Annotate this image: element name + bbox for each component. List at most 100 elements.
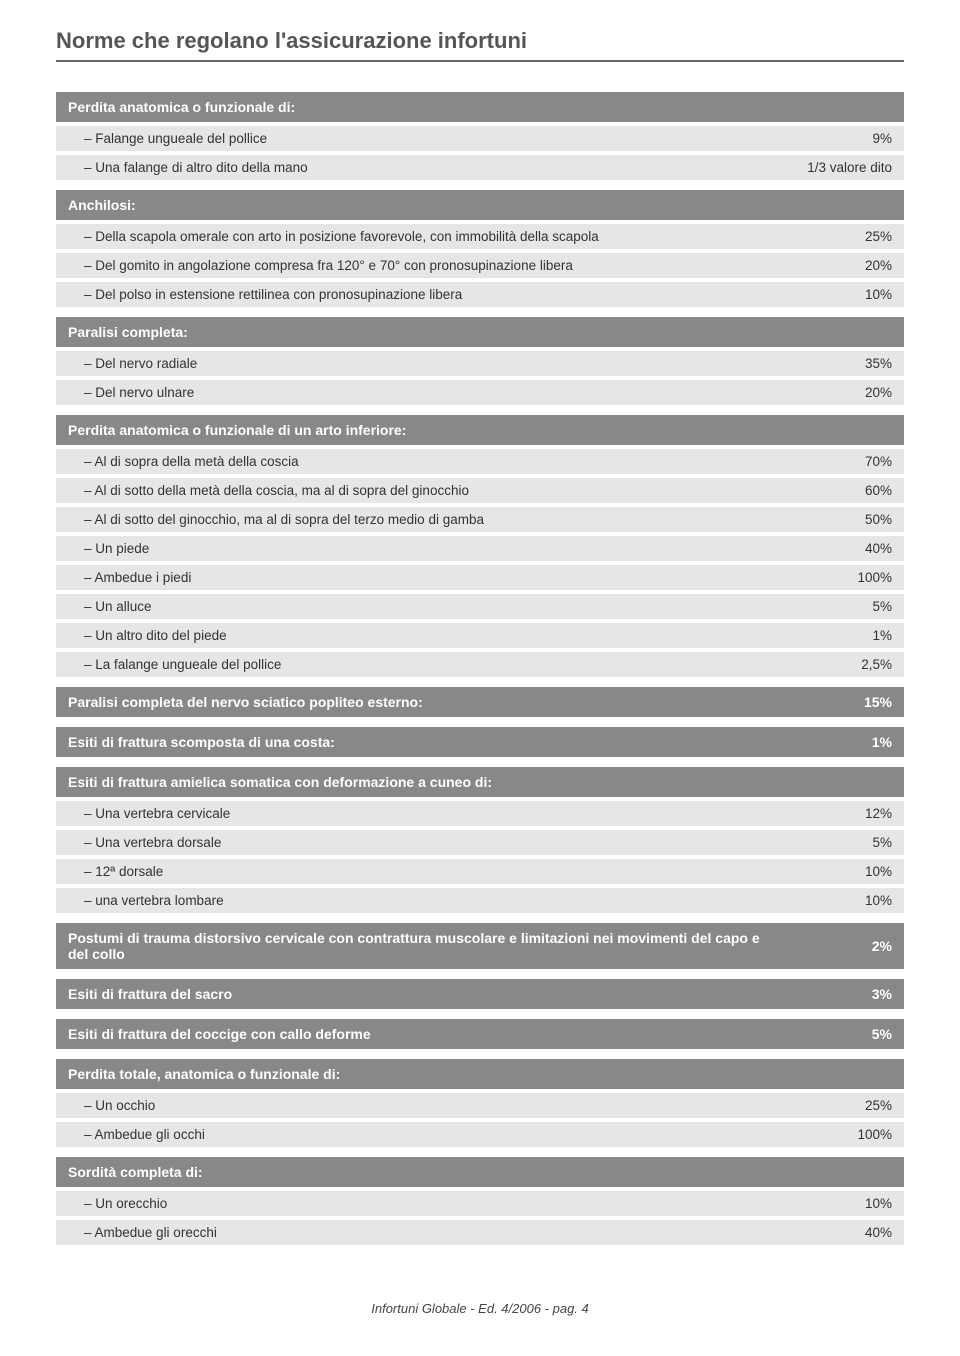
section-header-label: Perdita anatomica o funzionale di: bbox=[56, 92, 794, 122]
row-value: 70% bbox=[794, 449, 904, 474]
row-label: – Al di sopra della metà della coscia bbox=[56, 449, 794, 474]
section-header: Esiti di frattura del sacro3% bbox=[56, 979, 904, 1009]
row-value: 12% bbox=[794, 801, 904, 826]
row-label: – Al di sotto della metà della coscia, m… bbox=[56, 478, 794, 503]
row-value: 20% bbox=[794, 380, 904, 405]
section-header-label: Paralisi completa del nervo sciatico pop… bbox=[56, 687, 794, 717]
section-header-label: Anchilosi: bbox=[56, 190, 794, 220]
section-header: Anchilosi: bbox=[56, 190, 904, 220]
section-header-value bbox=[794, 92, 904, 122]
table-row: – 12ª dorsale10% bbox=[56, 859, 904, 884]
section-header-value: 5% bbox=[794, 1019, 904, 1049]
section-header-value bbox=[794, 317, 904, 347]
page-title: Norme che regolano l'assicurazione infor… bbox=[56, 28, 904, 62]
row-label: – Del gomito in angolazione compresa fra… bbox=[56, 253, 794, 278]
section-header-value: 1% bbox=[794, 727, 904, 757]
section-header-value bbox=[794, 190, 904, 220]
row-label: – Un alluce bbox=[56, 594, 794, 619]
row-label: – Ambedue gli orecchi bbox=[56, 1220, 794, 1245]
section-header-value bbox=[794, 1157, 904, 1187]
table-row: – Ambedue gli occhi100% bbox=[56, 1122, 904, 1147]
section-header-label: Sordità completa di: bbox=[56, 1157, 794, 1187]
table-row: – Un piede40% bbox=[56, 536, 904, 561]
table-row: – Una vertebra cervicale12% bbox=[56, 801, 904, 826]
row-value: 100% bbox=[794, 1122, 904, 1147]
section-header: Esiti di frattura amielica somatica con … bbox=[56, 767, 904, 797]
row-value: 25% bbox=[794, 1093, 904, 1118]
row-value: 1% bbox=[794, 623, 904, 648]
row-label: – Un occhio bbox=[56, 1093, 794, 1118]
row-value: 5% bbox=[794, 594, 904, 619]
section-header: Esiti di frattura del coccige con callo … bbox=[56, 1019, 904, 1049]
row-label: – una vertebra lombare bbox=[56, 888, 794, 913]
row-value: 25% bbox=[794, 224, 904, 249]
section-header-label: Perdita totale, anatomica o funzionale d… bbox=[56, 1059, 794, 1089]
section-header-value bbox=[794, 415, 904, 445]
section-header: Perdita totale, anatomica o funzionale d… bbox=[56, 1059, 904, 1089]
row-label: – Del nervo ulnare bbox=[56, 380, 794, 405]
section-header-value: 2% bbox=[794, 923, 904, 969]
table-row: – La falange ungueale del pollice2,5% bbox=[56, 652, 904, 677]
section-header-label: Esiti di frattura del coccige con callo … bbox=[56, 1019, 794, 1049]
section-header-value: 15% bbox=[794, 687, 904, 717]
section-header-value: 3% bbox=[794, 979, 904, 1009]
row-value: 35% bbox=[794, 351, 904, 376]
row-value: 9% bbox=[794, 126, 904, 151]
row-value: 10% bbox=[794, 888, 904, 913]
insurance-table: Perdita anatomica o funzionale di: – Fala… bbox=[56, 92, 904, 1245]
row-label: – Ambedue gli occhi bbox=[56, 1122, 794, 1147]
row-label: – Della scapola omerale con arto in posi… bbox=[56, 224, 794, 249]
section-header-label: Esiti di frattura scomposta di una costa… bbox=[56, 727, 794, 757]
section-header-value bbox=[794, 767, 904, 797]
section-header-label: Paralisi completa: bbox=[56, 317, 794, 347]
table-row: – Del polso in estensione rettilinea con… bbox=[56, 282, 904, 307]
row-label: – Un orecchio bbox=[56, 1191, 794, 1216]
row-label: – Una vertebra dorsale bbox=[56, 830, 794, 855]
table-row: – Al di sopra della metà della coscia70% bbox=[56, 449, 904, 474]
page-footer: Infortuni Globale - Ed. 4/2006 - pag. 4 bbox=[56, 1301, 904, 1316]
row-value: 10% bbox=[794, 1191, 904, 1216]
row-label: – Del nervo radiale bbox=[56, 351, 794, 376]
row-value: 60% bbox=[794, 478, 904, 503]
section-header: Esiti di frattura scomposta di una costa… bbox=[56, 727, 904, 757]
table-row: – Del nervo radiale35% bbox=[56, 351, 904, 376]
table-row: – Un altro dito del piede1% bbox=[56, 623, 904, 648]
row-label: – 12ª dorsale bbox=[56, 859, 794, 884]
row-value: 5% bbox=[794, 830, 904, 855]
row-value: 50% bbox=[794, 507, 904, 532]
section-header: Sordità completa di: bbox=[56, 1157, 904, 1187]
row-label: – Un altro dito del piede bbox=[56, 623, 794, 648]
row-value: 40% bbox=[794, 1220, 904, 1245]
section-header-label: Esiti di frattura amielica somatica con … bbox=[56, 767, 794, 797]
row-label: – Una vertebra cervicale bbox=[56, 801, 794, 826]
table-row: – Al di sotto della metà della coscia, m… bbox=[56, 478, 904, 503]
table-row: – una vertebra lombare10% bbox=[56, 888, 904, 913]
section-header-value bbox=[794, 1059, 904, 1089]
table-row: – Un alluce5% bbox=[56, 594, 904, 619]
section-header: Paralisi completa: bbox=[56, 317, 904, 347]
row-value: 2,5% bbox=[794, 652, 904, 677]
row-value: 40% bbox=[794, 536, 904, 561]
table-row: – Una vertebra dorsale5% bbox=[56, 830, 904, 855]
table-row: – Ambedue i piedi100% bbox=[56, 565, 904, 590]
row-value: 100% bbox=[794, 565, 904, 590]
row-value: 1/3 valore dito bbox=[794, 155, 904, 180]
table-row: – Ambedue gli orecchi40% bbox=[56, 1220, 904, 1245]
section-header: Paralisi completa del nervo sciatico pop… bbox=[56, 687, 904, 717]
row-value: 20% bbox=[794, 253, 904, 278]
section-header-label: Postumi di trauma distorsivo cervicale c… bbox=[56, 923, 794, 969]
row-value: 10% bbox=[794, 859, 904, 884]
section-header: Postumi di trauma distorsivo cervicale c… bbox=[56, 923, 904, 969]
row-label: – La falange ungueale del pollice bbox=[56, 652, 794, 677]
row-label: – Ambedue i piedi bbox=[56, 565, 794, 590]
section-header-label: Perdita anatomica o funzionale di un art… bbox=[56, 415, 794, 445]
row-label: – Una falange di altro dito della mano bbox=[56, 155, 794, 180]
table-row: – Al di sotto del ginocchio, ma al di so… bbox=[56, 507, 904, 532]
table-row: – Un occhio25% bbox=[56, 1093, 904, 1118]
row-value: 10% bbox=[794, 282, 904, 307]
table-row: – Del nervo ulnare20% bbox=[56, 380, 904, 405]
row-label: – Falange ungueale del pollice bbox=[56, 126, 794, 151]
row-label: – Un piede bbox=[56, 536, 794, 561]
table-row: – Falange ungueale del pollice9% bbox=[56, 126, 904, 151]
row-label: – Al di sotto del ginocchio, ma al di so… bbox=[56, 507, 794, 532]
